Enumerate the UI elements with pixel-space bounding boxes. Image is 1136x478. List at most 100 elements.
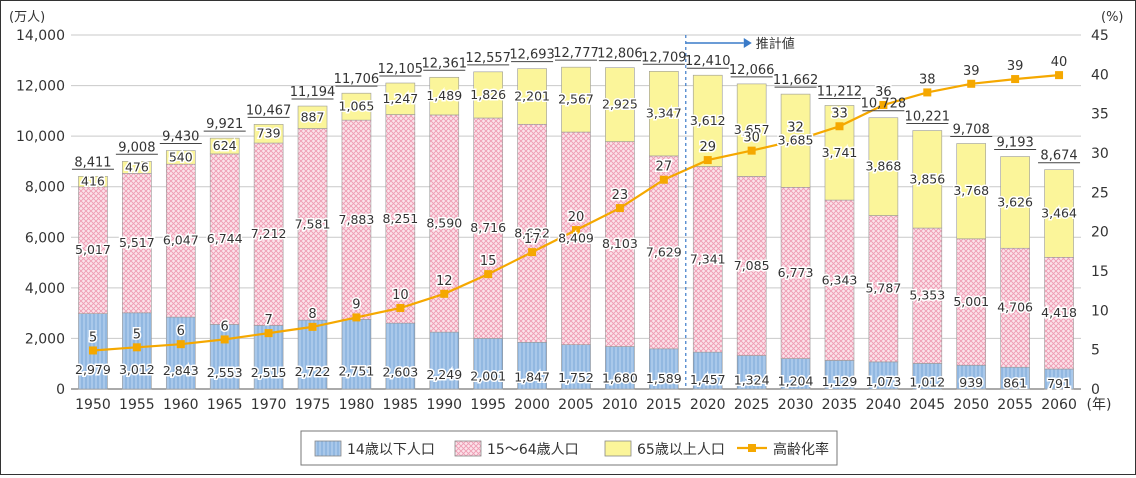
legend-label-65plus: 65歳以上人口 bbox=[637, 442, 725, 458]
aging-rate-marker bbox=[659, 175, 668, 184]
bar-segment-under15 bbox=[912, 363, 943, 390]
value-label-65plus: 3,347 bbox=[646, 106, 682, 121]
aging-rate-label: 32 bbox=[787, 120, 804, 135]
bar-segment-15-64 bbox=[341, 119, 372, 320]
x-tick-label: 2050 bbox=[953, 397, 989, 413]
aging-rate-marker bbox=[879, 101, 888, 110]
aging-rate-label: 36 bbox=[875, 85, 892, 100]
x-tick-label: 2055 bbox=[997, 397, 1033, 413]
x-tick-label: 2005 bbox=[558, 397, 594, 413]
value-label-under15: 1,204 bbox=[778, 373, 814, 388]
x-tick-label: 1985 bbox=[383, 397, 419, 413]
value-label-15-64: 7,581 bbox=[295, 216, 331, 231]
legend-label-aging: 高齢化率 bbox=[773, 441, 829, 458]
x-tick-label: 2030 bbox=[778, 397, 814, 413]
aging-rate-label: 6 bbox=[221, 319, 229, 334]
value-label-15-64: 8,622 bbox=[514, 225, 550, 240]
value-label-15-64: 7,212 bbox=[251, 226, 287, 241]
total-label: 11,706 bbox=[334, 72, 380, 87]
value-label-15-64: 7,883 bbox=[339, 212, 375, 227]
total-label: 12,693 bbox=[509, 48, 555, 63]
total-label: 11,212 bbox=[817, 84, 863, 99]
value-label-65plus: 2,567 bbox=[558, 92, 594, 107]
aging-rate-marker bbox=[88, 346, 97, 355]
bar-segment-65plus bbox=[473, 71, 503, 119]
right-tick-label: 0 bbox=[1091, 382, 1100, 398]
bar-segment-65plus bbox=[165, 150, 196, 165]
total-label: 8,674 bbox=[1040, 149, 1077, 164]
x-tick-label: 2025 bbox=[734, 397, 770, 413]
bar-segment-65plus bbox=[1000, 156, 1030, 249]
aging-rate-label: 7 bbox=[264, 313, 272, 328]
total-label: 8,411 bbox=[74, 155, 111, 170]
right-tick-label: 5 bbox=[1091, 343, 1100, 359]
bar-segment-15-64 bbox=[385, 114, 416, 324]
bar-segment-65plus bbox=[912, 130, 943, 229]
aging-rate-label: 23 bbox=[612, 188, 629, 203]
value-label-under15: 2,515 bbox=[251, 365, 287, 380]
aging-rate-marker bbox=[835, 122, 844, 131]
value-label-15-64: 6,047 bbox=[163, 233, 199, 248]
aging-rate-marker bbox=[528, 248, 537, 257]
left-axis-unit: (万人) bbox=[9, 10, 45, 25]
aging-rate-label: 5 bbox=[89, 330, 97, 345]
bar-segment-65plus bbox=[561, 66, 591, 133]
bar-segment-15-64 bbox=[517, 123, 547, 343]
bar-segment-15-64 bbox=[165, 163, 196, 318]
bar-segment-15-64 bbox=[956, 238, 987, 366]
value-label-15-64: 7,629 bbox=[646, 244, 682, 259]
bar-segment-65plus bbox=[253, 124, 284, 144]
bar-segment-15-64 bbox=[1000, 247, 1030, 368]
aging-rate-label: 33 bbox=[831, 106, 848, 121]
value-label-under15: 1,847 bbox=[514, 369, 550, 384]
value-label-under15: 1,073 bbox=[865, 374, 901, 389]
value-label-65plus: 2,201 bbox=[514, 88, 550, 103]
left-tick-label: 2,000 bbox=[25, 331, 65, 347]
right-tick-label: 10 bbox=[1091, 303, 1109, 319]
bar-segment-under15 bbox=[868, 361, 899, 390]
value-label-65plus: 1,065 bbox=[339, 99, 375, 114]
value-label-15-64: 8,251 bbox=[382, 211, 418, 226]
value-label-15-64: 8,409 bbox=[558, 230, 594, 245]
value-label-65plus: 3,868 bbox=[865, 159, 901, 174]
aging-rate-label: 5 bbox=[133, 327, 141, 342]
aging-rate-label: 10 bbox=[392, 288, 409, 303]
value-label-under15: 1,589 bbox=[646, 371, 682, 386]
x-tick-label: 1975 bbox=[295, 397, 331, 413]
value-label-under15: 939 bbox=[959, 375, 983, 390]
x-tick-label: 2035 bbox=[822, 397, 858, 413]
right-axis-unit: (%) bbox=[1101, 10, 1124, 25]
projection-label: 推計値 bbox=[756, 36, 795, 52]
aging-rate-label: 9 bbox=[352, 297, 360, 312]
bar-segment-15-64 bbox=[692, 166, 723, 353]
bar-segment-15-64 bbox=[473, 117, 503, 339]
value-label-65plus: 2,925 bbox=[602, 97, 638, 112]
bar-segment-15-64 bbox=[868, 215, 899, 363]
bar-segment-under15 bbox=[692, 351, 723, 390]
aging-rate-label: 6 bbox=[177, 324, 185, 339]
bar-segment-65plus bbox=[209, 137, 240, 155]
value-label-15-64: 8,103 bbox=[602, 236, 638, 251]
value-label-under15: 1,012 bbox=[909, 375, 945, 390]
bar-segment-15-64 bbox=[122, 173, 152, 314]
value-label-under15: 2,751 bbox=[339, 364, 375, 379]
value-label-65plus: 1,826 bbox=[470, 87, 506, 102]
bar-segment-under15 bbox=[649, 348, 679, 390]
bar-segment-under15 bbox=[165, 316, 196, 390]
total-label: 12,709 bbox=[641, 50, 687, 65]
aging-rate-marker bbox=[703, 156, 712, 165]
aging-rate-label: 17 bbox=[524, 232, 541, 247]
right-tick-label: 25 bbox=[1091, 185, 1109, 201]
value-label-under15: 2,843 bbox=[163, 363, 199, 378]
value-label-under15: 2,001 bbox=[470, 368, 506, 383]
bar-segment-65plus bbox=[649, 70, 679, 157]
value-label-65plus: 3,856 bbox=[909, 171, 945, 186]
total-label: 10,221 bbox=[905, 110, 951, 125]
aging-rate-label: 12 bbox=[436, 274, 453, 289]
aging-rate-marker bbox=[132, 343, 141, 352]
value-label-under15: 1,457 bbox=[690, 372, 726, 387]
x-tick-label: 1960 bbox=[163, 397, 199, 413]
value-label-15-64: 8,716 bbox=[470, 220, 506, 235]
aging-rate-label: 30 bbox=[743, 131, 760, 146]
